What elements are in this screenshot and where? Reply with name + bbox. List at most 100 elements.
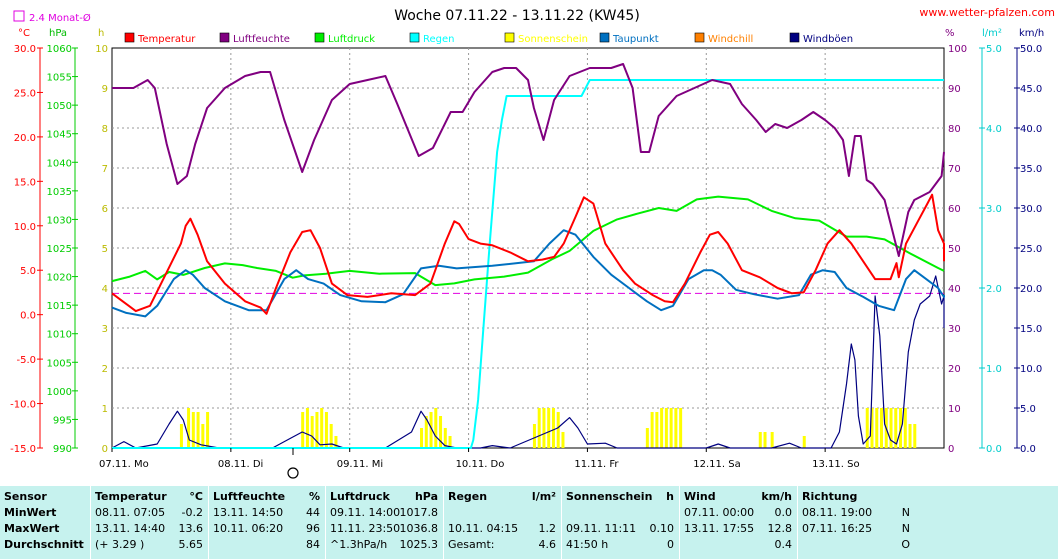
series-line-regen	[112, 79, 944, 449]
stats-cell-row: 08.11. 19:00 N	[798, 505, 916, 521]
tick-label-rain_l: 3.0	[986, 204, 1002, 215]
sunshine-bar	[547, 408, 551, 448]
sunshine-bar	[655, 412, 659, 448]
tick-label-sunshine_h: 5	[102, 244, 108, 255]
stats-col-temperatur: Temperatur °C 08.11. 07:05 -0.2 13.11. 14:40…	[90, 486, 209, 559]
tick-label-pressure_hpa: 1000	[47, 387, 72, 398]
sunshine-bar	[758, 432, 762, 448]
sunshine-bar	[669, 408, 673, 448]
legend: Temperatur Luftfeuchte Luftdruck Regen Sonne…	[124, 32, 853, 45]
unit-rain: l/m²	[982, 28, 1002, 39]
cursor-marker[interactable]	[287, 448, 299, 479]
stats-cell-value: N	[901, 506, 910, 519]
tick-label-sunshine_h: 10	[95, 44, 108, 55]
stats-cell-row: 09.11. 11:11 0.10	[562, 521, 680, 537]
sunshine-bars	[179, 408, 917, 448]
sunshine-bar	[315, 412, 319, 448]
x-tick-label: 13.11. So	[812, 459, 859, 470]
stats-header: Wind km/h	[680, 489, 798, 505]
tick-label-sunshine_h: 9	[102, 84, 108, 95]
tick-label-sunshine_h: 1	[102, 404, 108, 415]
tick-label-humidity_pct: 90	[948, 84, 961, 95]
legend-label: Luftdruck	[328, 34, 375, 45]
series-line-temperatur	[111, 193, 945, 315]
sunshine-bar	[179, 424, 183, 448]
sunshine-bar	[802, 436, 806, 448]
stats-cell-value: 12.8	[767, 522, 793, 535]
tick-label-sunshine_h: 4	[102, 284, 108, 295]
x-tick-label: 08.11. Di	[218, 459, 263, 470]
stats-col-labels: Sensor MinWert MaxWert Durchschnitt	[0, 486, 90, 559]
month-avg-label: 2.4 Monat-Ø	[29, 12, 91, 24]
stats-cell-time: ^1.3hPa/h	[330, 538, 388, 551]
legend-label: Windböen	[803, 34, 853, 45]
sunshine-bar	[870, 408, 874, 448]
sunshine-bar	[201, 424, 205, 448]
tick-label-temp_c: 20.0	[14, 133, 36, 144]
sunshine-bar	[334, 436, 338, 448]
stats-col-luftdruck: Luftdruck hPa 09.11. 14:00 1017.8 11.11. 23:…	[325, 486, 444, 559]
tick-label-humidity_pct: 50	[948, 244, 961, 255]
stats-cell-row: 41:50 h 0	[562, 537, 680, 553]
unit-temp: °C	[18, 28, 30, 39]
stats-cell-value: 0.10	[649, 522, 675, 535]
tick-label-pressure_hpa: 1040	[47, 158, 72, 169]
stats-cell-row: 13.11. 17:55 12.8	[680, 521, 798, 537]
sunshine-bar	[448, 436, 452, 448]
sunshine-bar	[429, 412, 433, 448]
tick-label-temp_c: 5.0	[20, 266, 36, 277]
tick-label-pressure_hpa: 1010	[47, 330, 72, 341]
tick-label-humidity_pct: 40	[948, 284, 961, 295]
stats-cell-row: Gesamt: 4.6	[444, 537, 562, 553]
tick-label-humidity_pct: 20	[948, 364, 961, 375]
legend-label: Windchill	[708, 34, 753, 45]
stats-cell-value: 4.6	[538, 538, 557, 551]
x-tick-label: 10.11. Do	[456, 459, 505, 470]
weather-chart: Woche 07.11.22 - 13.11.22 (KW45) www.wet…	[10, 6, 1055, 479]
stats-cell-row: ^1.3hPa/h 1025.3	[326, 537, 444, 553]
stats-header-name: Regen	[448, 490, 488, 503]
tick-label-pressure_hpa: 1060	[47, 44, 72, 55]
tick-label-humidity_pct: 60	[948, 204, 961, 215]
series-line-luftdruck	[111, 195, 945, 287]
x-axis: 07.11. Mo 08.11. Di 09.11. Mi 10.11. Do 11.1…	[99, 448, 860, 470]
sunshine-bar	[770, 432, 774, 448]
stats-cell-time: 41:50 h	[566, 538, 609, 551]
x-tick-label: 09.11. Mi	[337, 459, 383, 470]
stats-label: Durchschnitt	[4, 538, 84, 551]
legend-swatch	[694, 32, 705, 43]
stats-header-unit: km/h	[761, 490, 792, 503]
stats-cell-row	[562, 505, 680, 521]
sunshine-bar	[532, 424, 536, 448]
sunshine-bar	[206, 412, 210, 448]
sunshine-bar	[899, 408, 903, 448]
sunshine-bar	[903, 408, 907, 448]
stats-header: Temperatur °C	[91, 489, 209, 505]
stats-header-name: Wind	[684, 490, 716, 503]
stats-row-label: MaxWert	[0, 521, 90, 537]
tick-label-pressure_hpa: 1005	[47, 358, 72, 369]
tick-label-wind_kmh: 45.0	[1020, 84, 1042, 95]
tick-label-temp_c: -15.0	[10, 444, 36, 455]
tick-label-pressure_hpa: 1045	[47, 130, 72, 141]
tick-label-pressure_hpa: 990	[53, 444, 72, 455]
tick-label-pressure_hpa: 1050	[47, 101, 72, 112]
sunshine-bar	[320, 408, 324, 448]
legend-swatch	[219, 32, 230, 43]
tick-label-temp_c: 10.0	[14, 222, 36, 233]
stats-cell-value: 1025.3	[399, 538, 439, 551]
sunshine-bar	[537, 408, 541, 448]
stats-cell-time: 10.11. 06:20	[213, 522, 284, 535]
month-avg-marker	[13, 10, 25, 22]
sunshine-bar	[191, 412, 195, 448]
stats-cell-time: 09.11. 11:11	[566, 522, 637, 535]
stats-col-regen: Regen l/m² 10.11. 04:15 1.2 Gesamt: 4.6	[443, 486, 562, 559]
unit-hours: h	[98, 28, 104, 39]
tick-label-rain_l: 4.0	[986, 124, 1002, 135]
stats-cell-time: 08.11. 19:00	[802, 506, 873, 519]
site-link[interactable]: www.wetter-pfalzen.com	[919, 6, 1055, 19]
legend-label: Regen	[423, 34, 455, 45]
stats-row-label: Sensor	[0, 489, 90, 505]
tick-label-sunshine_h: 0	[102, 444, 108, 455]
stats-cell-row: (+ 3.29 ) 5.65	[91, 537, 209, 553]
